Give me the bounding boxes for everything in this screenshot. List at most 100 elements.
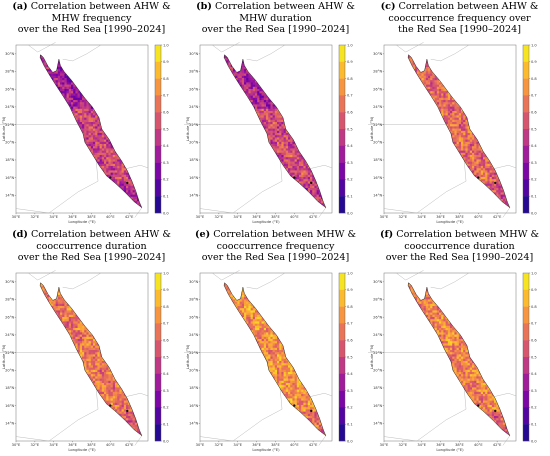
x-tick-label: 42°E [493,443,502,447]
x-tick-label: 38°E [271,443,280,447]
y-tick-label: 14°N [373,194,382,198]
y-tick-label: 14°N [189,194,198,198]
x-tick-label: 34°E [417,443,426,447]
x-tick-label: 36°E [68,443,77,447]
y-tick-label: 20°N [5,140,14,144]
coastline [223,54,327,208]
y-tick-label: 20°N [373,368,382,372]
x-tick-label: 42°E [125,443,134,447]
panel-title: (b) Correlation between AHW & MHW duratio… [184,1,367,36]
map-panel-a: (a) Correlation between AHW & MHW frequen… [0,0,183,228]
y-tick-label: 30°N [5,52,14,56]
colorbar-tick-label: 0.6 [531,111,537,115]
colorbar-tick-label: 0.2 [347,178,353,182]
y-tick-label: 28°N [5,70,14,74]
colorbar-tick-label: 0.5 [163,355,169,359]
x-tick-label: 38°E [271,215,280,219]
x-tick-label: 34°E [417,215,426,219]
panel-title: (a) Correlation between AHW & MHW frequen… [0,1,183,36]
colorbar-tick-label: 0.2 [163,406,169,410]
colorbar-tick-label: 0.7 [347,322,353,326]
colorbar-tick-label: 0.3 [163,389,169,393]
colorbar-tick-label: 0.4 [531,372,537,376]
colorbar-tick-label: 0.9 [347,288,353,292]
y-tick-label: 16°N [373,404,382,408]
x-axis-label: Longitude (°E) [436,219,464,224]
panel-title: (f) Correlation between MHW & cooccurrenc… [368,229,550,264]
colorbar-tick-label: 1.0 [163,271,169,275]
x-tick-label: 36°E [436,443,445,447]
colorbar-tick-label: 0.6 [347,111,353,115]
colorbar-tick-label: 0.0 [531,439,537,443]
y-tick-label: 18°N [189,386,198,390]
y-tick-label: 26°N [373,87,382,91]
y-axis-label: Latitude (°N) [369,116,374,141]
x-tick-label: 30°E [380,215,389,219]
panel-title-line: over the Red Sea [1990–2024] [18,24,166,35]
colorbar: 1.0 0.9 0.8 0.7 0.6 0.5 0.4 0.3 0.2 0.1 0.0 [338,271,353,443]
y-tick-label: 24°N [373,333,382,337]
colorbar-tick-label: 0.3 [163,161,169,165]
panel-title-line: cooccurrence duration [36,241,146,252]
colorbar-tick-label: 0.0 [531,211,537,215]
panel-title-line: Correlation between AHW & [212,1,355,12]
y-tick-label: 28°N [373,70,382,74]
x-tick-label: 40°E [106,215,115,219]
x-tick-label: 36°E [68,215,77,219]
panel-title: (c) Correlation between AHW & cooccurrenc… [368,1,550,36]
heat-map: 30°N 28°N 26°N 24°N 22°N 20°N 18°N 16°N 14°N 30°E… [184,42,353,224]
y-tick-label: 26°N [189,87,198,91]
panel-title-line: Correlation between MHW & [210,229,356,240]
y-tick-label: 18°N [189,158,198,162]
colorbar-tick-label: 1.0 [347,43,353,47]
panel-letter: (f) [380,229,393,240]
x-tick-label: 32°E [399,443,408,447]
x-tick-label: 34°E [49,443,58,447]
y-tick-label: 14°N [5,194,14,198]
colorbar-tick-label: 0.1 [347,423,353,427]
colorbar-tick-label: 0.7 [531,94,537,98]
colorbar-tick-label: 0.6 [531,339,537,343]
colorbar-tick-label: 0.3 [347,389,353,393]
x-tick-label: 38°E [455,443,464,447]
colorbar-tick-label: 0.2 [531,406,537,410]
country-borders [184,270,333,446]
colorbar-tick-label: 0.2 [531,178,537,182]
x-tick-label: 30°E [380,443,389,447]
x-tick-label: 38°E [455,215,464,219]
panel-title: (d) Correlation between AHW & cooccurrenc… [0,229,183,264]
x-tick-label: 32°E [31,443,40,447]
colorbar-tick-label: 0.1 [531,195,537,199]
y-tick-label: 28°N [189,298,198,302]
y-tick-label: 26°N [189,315,198,319]
y-tick-label: 30°N [373,280,382,284]
colorbar-tick-label: 1.0 [531,43,537,47]
y-tick-label: 22°N [189,123,198,127]
x-tick-label: 30°E [12,215,21,219]
x-tick-label: 38°E [87,215,96,219]
x-tick-label: 42°E [125,215,134,219]
colorbar-tick-label: 0.4 [531,144,537,148]
x-tick-label: 36°E [252,215,261,219]
map-panel-e: (e) Correlation between MHW & cooccurrenc… [184,228,367,456]
y-axis-label: Latitude (°N) [185,116,190,141]
x-tick-label: 34°E [49,215,58,219]
panel-title-line: Correlation between AHW & [28,1,171,12]
colorbar-tick-label: 0.5 [531,355,537,359]
y-tick-label: 30°N [189,280,198,284]
panel-title-line: over the Red Sea [1990–2024] [202,252,350,263]
y-axis-label: Latitude (°N) [1,344,6,369]
x-tick-label: 42°E [309,443,318,447]
colorbar: 1.0 0.9 0.8 0.7 0.6 0.5 0.4 0.3 0.2 0.1 0.0 [154,271,169,443]
y-tick-label: 24°N [5,105,14,109]
colorbar-tick-label: 0.8 [531,77,537,81]
panel-title-line: cooccurrence frequency [217,241,335,252]
y-tick-label: 18°N [5,158,14,162]
colorbar-tick-label: 0.5 [163,127,169,131]
coastline [407,54,511,208]
y-tick-label: 28°N [373,298,382,302]
colorbar-tick-label: 1.0 [347,271,353,275]
colorbar-tick-label: 0.0 [347,211,353,215]
panel-letter: (b) [196,1,212,12]
map-panel-f: (f) Correlation between MHW & cooccurrenc… [368,228,550,456]
